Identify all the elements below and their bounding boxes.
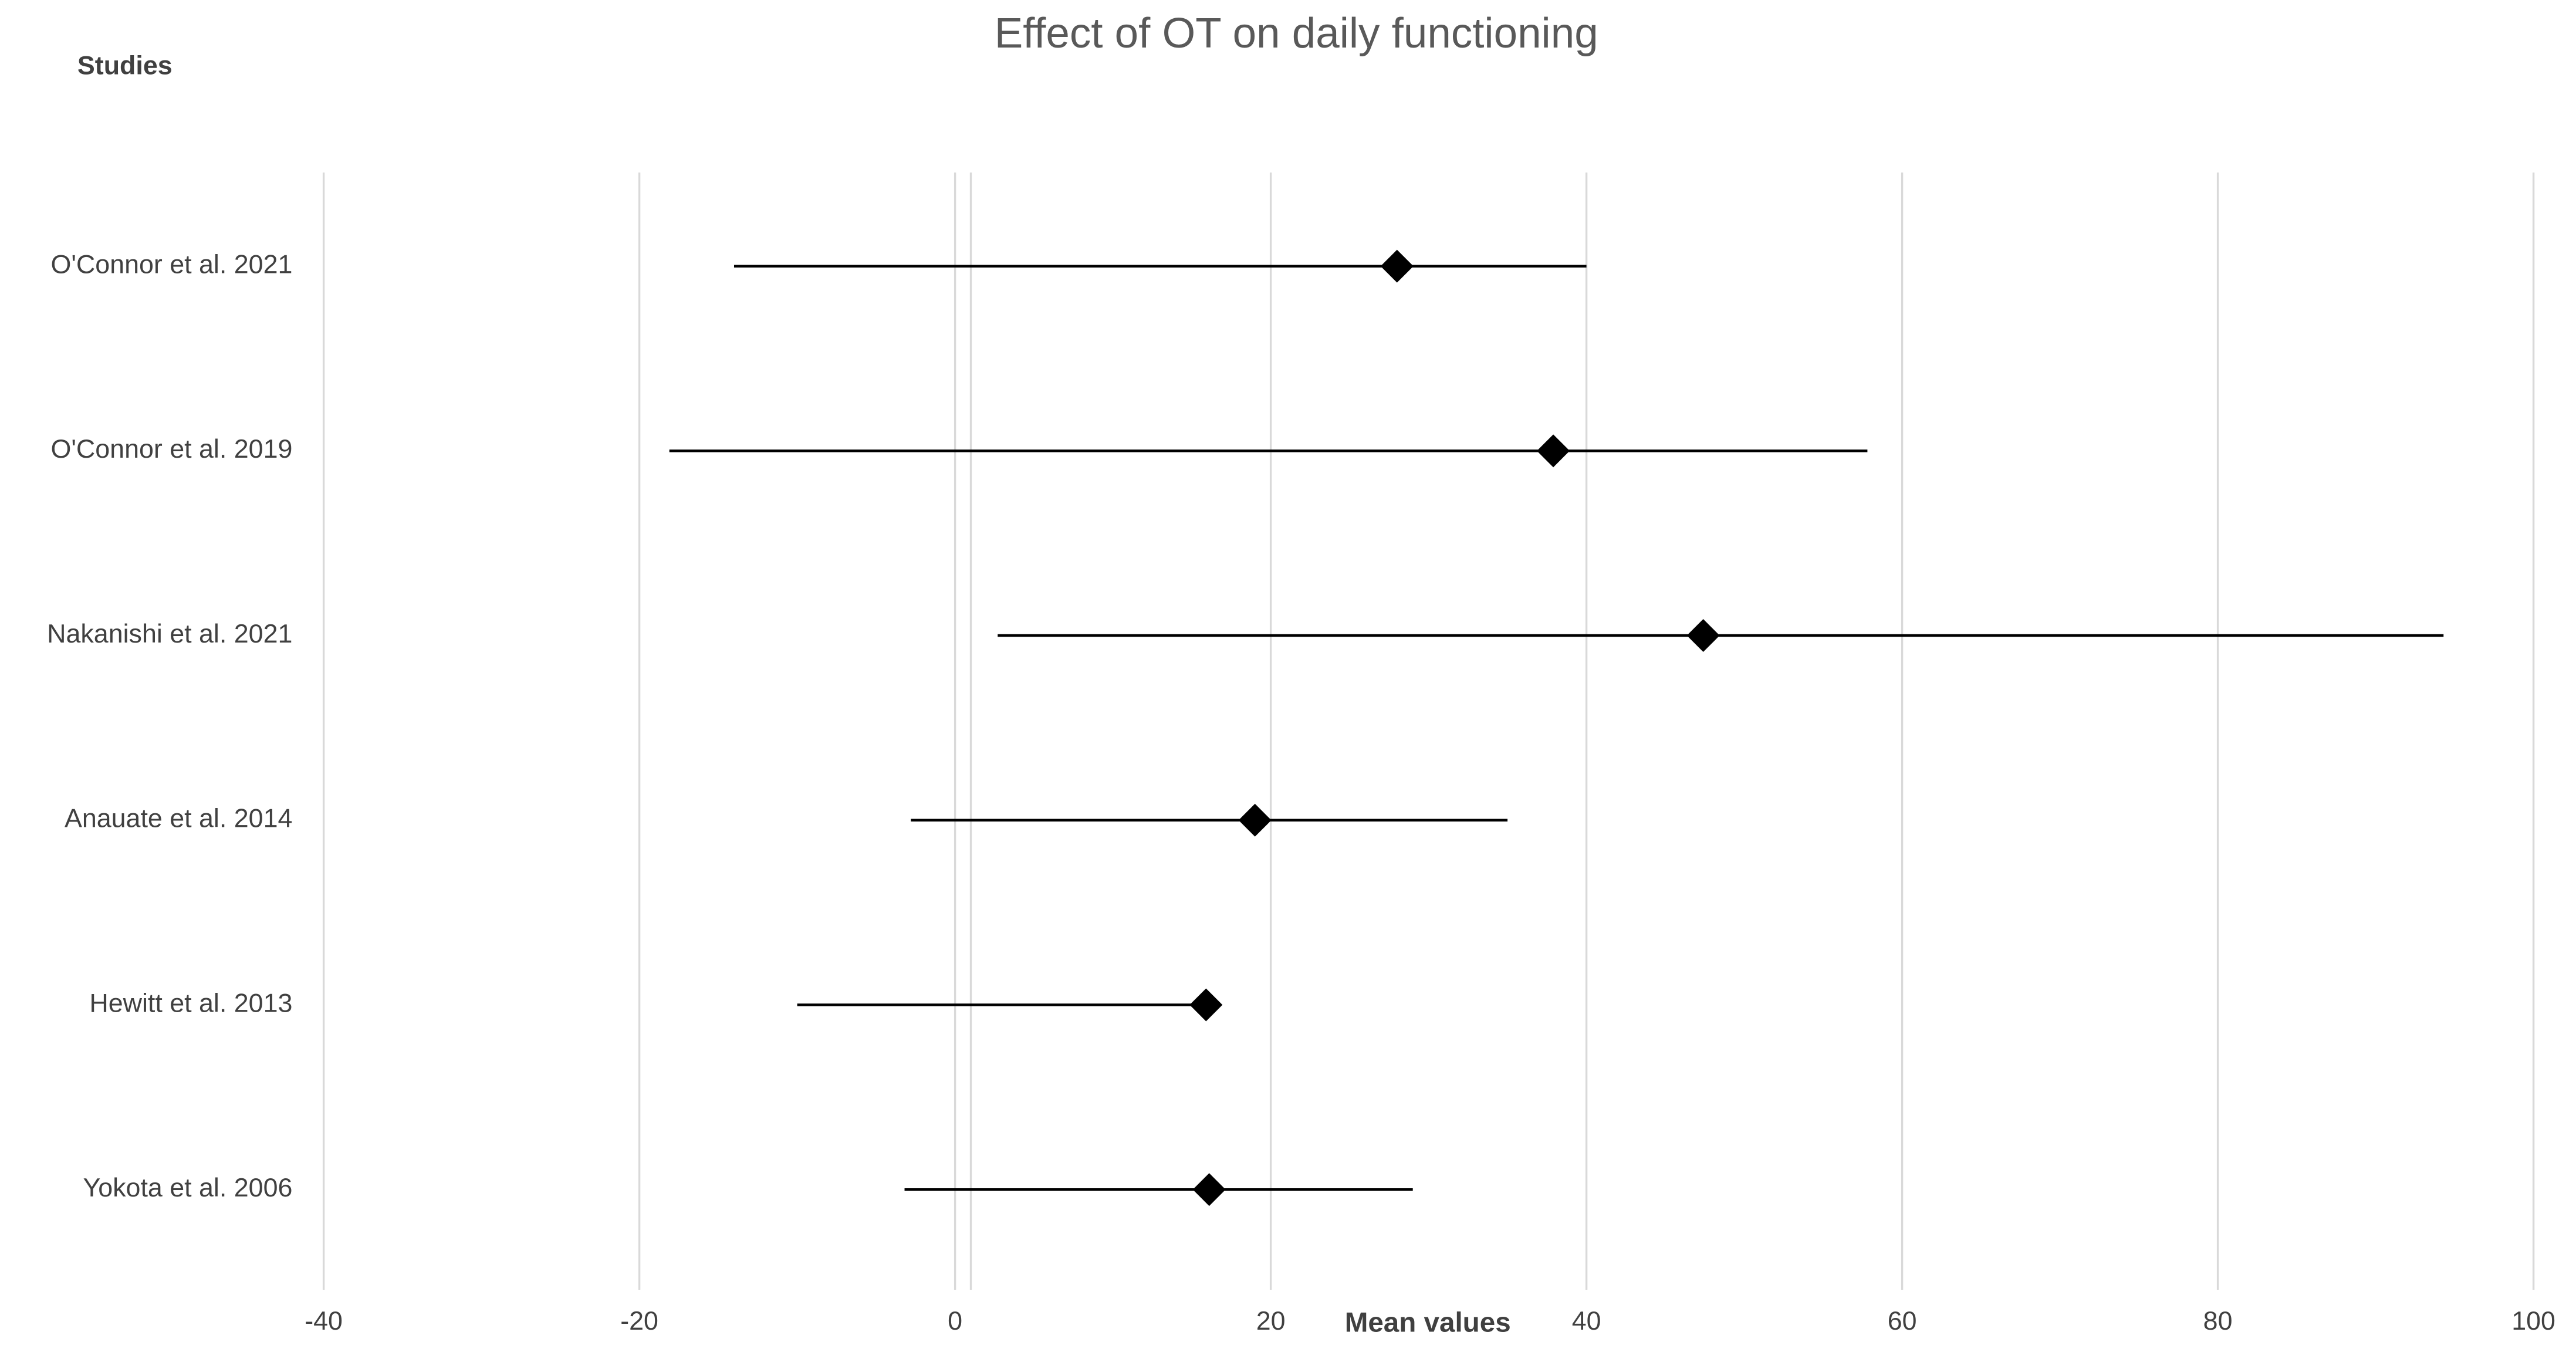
- x-tick-label: 40: [1572, 1306, 1601, 1336]
- x-axis-title: Mean values: [1345, 1307, 1511, 1338]
- x-tick-label: 100: [2511, 1306, 2555, 1336]
- y-tick-label: O'Connor et al. 2019: [51, 434, 293, 464]
- y-axis-title: Studies: [77, 51, 173, 80]
- y-tick-label: Hewitt et al. 2013: [89, 988, 292, 1017]
- y-tick-label: Yokota et al. 2006: [83, 1173, 292, 1202]
- point-marker: [1686, 619, 1720, 653]
- point-marker: [1189, 988, 1223, 1022]
- x-tick-label: 80: [2203, 1306, 2233, 1336]
- x-tick-label: -20: [620, 1306, 658, 1336]
- x-tick-label: -40: [305, 1306, 343, 1336]
- x-tick-label: 0: [948, 1306, 962, 1336]
- y-tick-label: O'Connor et al. 2021: [51, 249, 293, 279]
- x-tick-label: 60: [1888, 1306, 1917, 1336]
- y-tick-label: Anauate et al. 2014: [65, 804, 292, 833]
- point-marker: [1192, 1173, 1226, 1206]
- point-marker: [1537, 434, 1570, 468]
- chart-title: Effect of OT on daily functioning: [995, 9, 1598, 57]
- y-tick-label: Nakanishi et al. 2021: [47, 619, 292, 648]
- x-tick-label: 20: [1256, 1306, 1286, 1336]
- point-marker: [1238, 803, 1272, 837]
- point-marker: [1380, 249, 1414, 283]
